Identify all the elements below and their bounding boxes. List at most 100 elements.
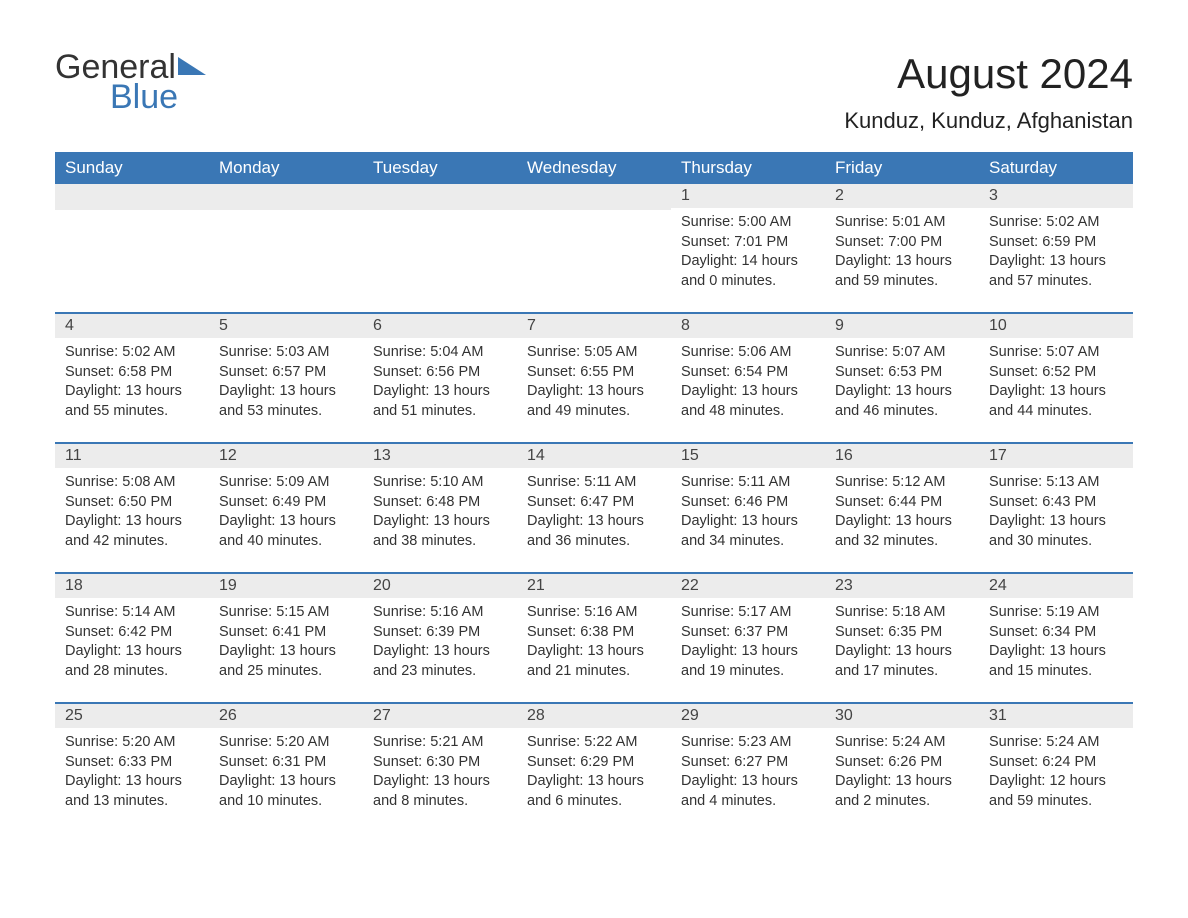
sunset-text: Sunset: 6:33 PM	[65, 753, 199, 773]
day-content: Sunrise: 5:13 AMSunset: 6:43 PMDaylight:…	[979, 468, 1133, 556]
day-number: 27	[363, 704, 517, 728]
daylight-text: Daylight: 13 hours and 32 minutes.	[835, 512, 969, 551]
day-content: Sunrise: 5:18 AMSunset: 6:35 PMDaylight:…	[825, 598, 979, 686]
day-content: Sunrise: 5:07 AMSunset: 6:53 PMDaylight:…	[825, 338, 979, 426]
sunrise-text: Sunrise: 5:04 AM	[373, 343, 507, 363]
sunrise-text: Sunrise: 5:16 AM	[373, 603, 507, 623]
sunset-text: Sunset: 6:50 PM	[65, 493, 199, 513]
sunset-text: Sunset: 6:35 PM	[835, 623, 969, 643]
sunset-text: Sunset: 6:42 PM	[65, 623, 199, 643]
day-number: 26	[209, 704, 363, 728]
sunset-text: Sunset: 6:29 PM	[527, 753, 661, 773]
day-content: Sunrise: 5:03 AMSunset: 6:57 PMDaylight:…	[209, 338, 363, 426]
day-cell: 30Sunrise: 5:24 AMSunset: 6:26 PMDayligh…	[825, 704, 979, 832]
daylight-text: Daylight: 13 hours and 34 minutes.	[681, 512, 815, 551]
sunset-text: Sunset: 6:47 PM	[527, 493, 661, 513]
day-number: 7	[517, 314, 671, 338]
day-header-friday: Friday	[825, 152, 979, 184]
day-cell: 16Sunrise: 5:12 AMSunset: 6:44 PMDayligh…	[825, 444, 979, 572]
sunrise-text: Sunrise: 5:00 AM	[681, 213, 815, 233]
day-content: Sunrise: 5:11 AMSunset: 6:46 PMDaylight:…	[671, 468, 825, 556]
day-cell: 26Sunrise: 5:20 AMSunset: 6:31 PMDayligh…	[209, 704, 363, 832]
sunset-text: Sunset: 6:58 PM	[65, 363, 199, 383]
sunrise-text: Sunrise: 5:02 AM	[989, 213, 1123, 233]
daylight-text: Daylight: 13 hours and 59 minutes.	[835, 252, 969, 291]
sunrise-text: Sunrise: 5:17 AM	[681, 603, 815, 623]
day-content: Sunrise: 5:01 AMSunset: 7:00 PMDaylight:…	[825, 208, 979, 296]
sunset-text: Sunset: 6:46 PM	[681, 493, 815, 513]
daylight-text: Daylight: 13 hours and 19 minutes.	[681, 642, 815, 681]
sunrise-text: Sunrise: 5:11 AM	[681, 473, 815, 493]
calendar: Sunday Monday Tuesday Wednesday Thursday…	[55, 152, 1133, 832]
week-row: 11Sunrise: 5:08 AMSunset: 6:50 PMDayligh…	[55, 442, 1133, 572]
day-number: 1	[671, 184, 825, 208]
day-number: 21	[517, 574, 671, 598]
sunset-text: Sunset: 6:54 PM	[681, 363, 815, 383]
day-number: 15	[671, 444, 825, 468]
day-content: Sunrise: 5:19 AMSunset: 6:34 PMDaylight:…	[979, 598, 1133, 686]
day-content: Sunrise: 5:12 AMSunset: 6:44 PMDaylight:…	[825, 468, 979, 556]
week-row: 1 Sunrise: 5:00 AMSunset: 7:01 PM Daylight…	[55, 184, 1133, 312]
day-cell: 10Sunrise: 5:07 AMSunset: 6:52 PMDayligh…	[979, 314, 1133, 442]
day-number: 10	[979, 314, 1133, 338]
day-headers-row: Sunday Monday Tuesday Wednesday Thursday…	[55, 152, 1133, 184]
day-number: 12	[209, 444, 363, 468]
day-cell: 22 Sunrise: 5:17 AMSunset: 6:37 PMDayligh…	[671, 574, 825, 702]
day-cell	[517, 184, 671, 312]
sunset-text: Sunset: 6:27 PM	[681, 753, 815, 773]
sunset-text: Sunset: 6:59 PM	[989, 233, 1123, 253]
sunrise-text: Sunrise: 5:24 AM	[989, 733, 1123, 753]
day-number: 20	[363, 574, 517, 598]
day-content: Sunrise: 5:04 AMSunset: 6:56 PMDaylight:…	[363, 338, 517, 426]
daylight-text: Daylight: 13 hours and 17 minutes.	[835, 642, 969, 681]
day-cell: 4Sunrise: 5:02 AMSunset: 6:58 PMDaylight…	[55, 314, 209, 442]
day-content: Sunrise: 5:24 AMSunset: 6:26 PMDaylight:…	[825, 728, 979, 816]
day-cell: 3Sunrise: 5:02 AMSunset: 6:59 PMDaylight…	[979, 184, 1133, 312]
day-content: Sunrise: 5:05 AMSunset: 6:55 PMDaylight:…	[517, 338, 671, 426]
day-cell: 29Sunrise: 5:23 AMSunset: 6:27 PMDayligh…	[671, 704, 825, 832]
day-number: 16	[825, 444, 979, 468]
sunset-text: Sunset: 6:55 PM	[527, 363, 661, 383]
sunset-text: Sunset: 7:01 PM	[681, 233, 815, 253]
day-content: Sunrise: 5:06 AMSunset: 6:54 PMDaylight:…	[671, 338, 825, 426]
sunrise-text: Sunrise: 5:19 AM	[989, 603, 1123, 623]
week-row: 25Sunrise: 5:20 AMSunset: 6:33 PMDayligh…	[55, 702, 1133, 832]
daylight-text: Daylight: 13 hours and 4 minutes.	[681, 772, 815, 811]
logo-word2: Blue	[110, 80, 206, 114]
sunrise-text: Sunrise: 5:09 AM	[219, 473, 353, 493]
sunset-text: Sunset: 6:44 PM	[835, 493, 969, 513]
sunset-text: Sunset: 7:00 PM	[835, 233, 969, 253]
day-number	[55, 184, 209, 210]
day-content: Sunrise: 5:20 AMSunset: 6:33 PMDaylight:…	[55, 728, 209, 816]
day-header-sunday: Sunday	[55, 152, 209, 184]
sunrise-text: Sunrise: 5:06 AM	[681, 343, 815, 363]
daylight-text: Daylight: 13 hours and 21 minutes.	[527, 642, 661, 681]
day-cell: 2Sunrise: 5:01 AMSunset: 7:00 PMDaylight…	[825, 184, 979, 312]
sunrise-text: Sunrise: 5:07 AM	[989, 343, 1123, 363]
sunset-text: Sunset: 6:53 PM	[835, 363, 969, 383]
day-number: 19	[209, 574, 363, 598]
daylight-text: Daylight: 13 hours and 48 minutes.	[681, 382, 815, 421]
month-title: August 2024	[844, 50, 1133, 98]
daylight-text: Daylight: 13 hours and 38 minutes.	[373, 512, 507, 551]
daylight-text: Daylight: 13 hours and 30 minutes.	[989, 512, 1123, 551]
sunrise-text: Sunrise: 5:21 AM	[373, 733, 507, 753]
day-number: 22	[671, 574, 825, 598]
sunset-text: Sunset: 6:56 PM	[373, 363, 507, 383]
sunrise-text: Sunrise: 5:18 AM	[835, 603, 969, 623]
sunset-text: Sunset: 6:26 PM	[835, 753, 969, 773]
sunrise-text: Sunrise: 5:03 AM	[219, 343, 353, 363]
day-number: 17	[979, 444, 1133, 468]
day-header-saturday: Saturday	[979, 152, 1133, 184]
day-number	[517, 184, 671, 210]
sunset-text: Sunset: 6:37 PM	[681, 623, 815, 643]
daylight-text: Daylight: 13 hours and 46 minutes.	[835, 382, 969, 421]
day-number: 28	[517, 704, 671, 728]
day-cell: 24Sunrise: 5:19 AMSunset: 6:34 PMDayligh…	[979, 574, 1133, 702]
daylight-text: Daylight: 13 hours and 51 minutes.	[373, 382, 507, 421]
day-cell: 8Sunrise: 5:06 AMSunset: 6:54 PMDaylight…	[671, 314, 825, 442]
day-header-thursday: Thursday	[671, 152, 825, 184]
day-cell: 17Sunrise: 5:13 AMSunset: 6:43 PMDayligh…	[979, 444, 1133, 572]
day-cell: 7Sunrise: 5:05 AMSunset: 6:55 PMDaylight…	[517, 314, 671, 442]
sunrise-text: Sunrise: 5:14 AM	[65, 603, 199, 623]
